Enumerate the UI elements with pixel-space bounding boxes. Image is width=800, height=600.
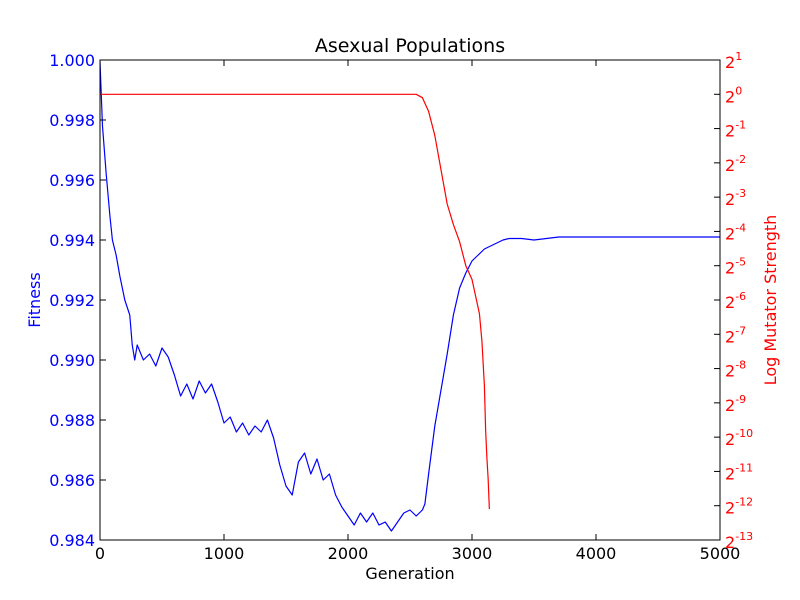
x-tick-label: 2000 (328, 544, 369, 563)
y-right-tick-label: 2-11 (725, 461, 753, 483)
x-tick-label: 5000 (700, 544, 741, 563)
y-axis-label-right: Log Mutator Strength (761, 215, 780, 386)
chart-title: Asexual Populations (315, 35, 505, 57)
y-left-tick-label: 0.998 (49, 111, 95, 130)
y-right-tick-label: 2-7 (725, 324, 746, 346)
y-right-tick-label: 20 (725, 84, 742, 106)
y-left-tick-label: 0.988 (49, 411, 95, 430)
y-left-tick-label: 0.996 (49, 171, 95, 190)
fitness-line (100, 61, 720, 532)
x-tick-label: 0 (95, 544, 105, 563)
y-right-tick-label: 2-4 (725, 221, 746, 243)
x-axis-label: Generation (365, 564, 454, 583)
y-right-tick-label: 2-10 (725, 427, 753, 449)
y-left-tick-label: 0.986 (49, 471, 95, 490)
y-right-tick-label: 2-9 (725, 393, 746, 415)
y-left-tick-label: 0.990 (49, 351, 95, 370)
y-right-tick-label: 2-5 (725, 256, 746, 278)
y-right-tick-label: 2-8 (725, 359, 746, 381)
y-right-tick-label: 2-13 (725, 530, 753, 552)
y-right-tick-label: 2-2 (725, 153, 746, 175)
y-left-tick-label: 0.984 (49, 531, 95, 550)
y-right-tick-label: 2-3 (725, 187, 746, 209)
y-right-tick-label: 21 (725, 50, 742, 72)
y-right-tick-label: 2-6 (725, 290, 746, 312)
y-right-tick-label: 2-1 (725, 119, 746, 141)
y-axis-label-left: Fitness (25, 272, 44, 327)
mutator-strength-line (100, 93, 490, 510)
x-tick-label: 4000 (576, 544, 617, 563)
y-left-tick-label: 1.000 (49, 51, 95, 70)
x-tick-label: 1000 (204, 544, 245, 563)
x-tick-label: 3000 (452, 544, 493, 563)
y-left-tick-label: 0.992 (49, 291, 95, 310)
y-right-tick-label: 2-12 (725, 496, 753, 518)
y-left-tick-label: 0.994 (49, 231, 95, 250)
